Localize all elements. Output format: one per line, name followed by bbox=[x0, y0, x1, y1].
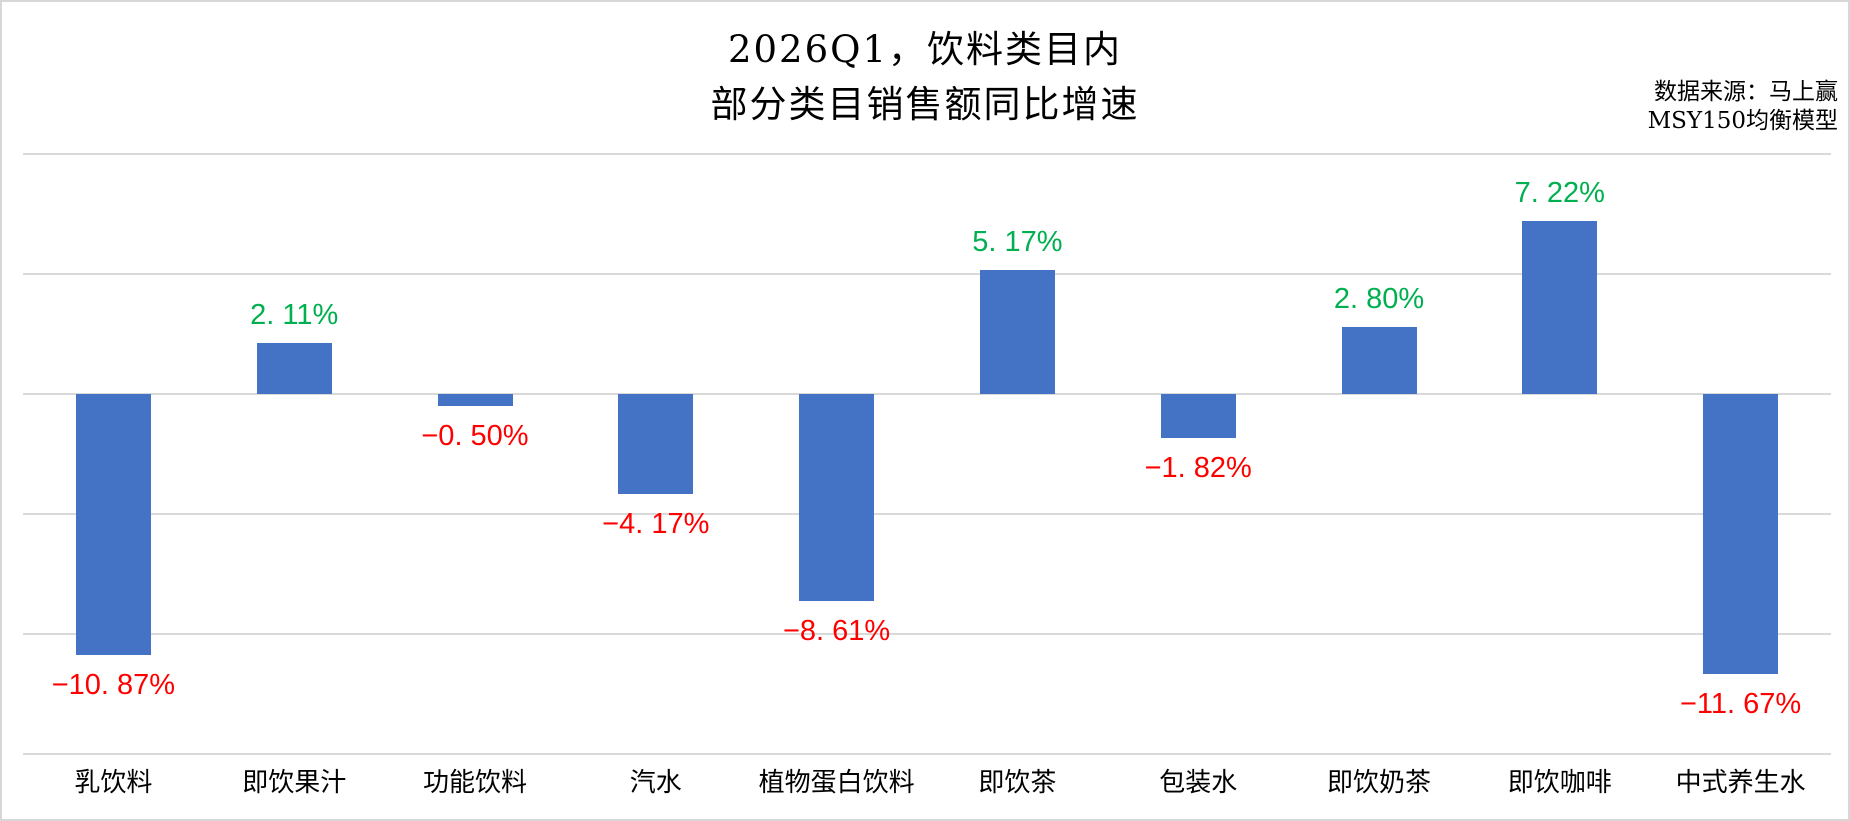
chart-title: 2026Q1，饮料类目内 部分类目销售额同比增速 bbox=[2, 22, 1848, 132]
value-label-即饮果汁: 2. 11% bbox=[250, 299, 339, 332]
category-label-植物蛋白饮料: 植物蛋白饮料 bbox=[758, 768, 915, 798]
bar-功能饮料 bbox=[437, 394, 513, 406]
bar-包装水 bbox=[1160, 394, 1236, 438]
category-label-乳饮料: 乳饮料 bbox=[74, 768, 153, 798]
category-label-功能饮料: 功能饮料 bbox=[422, 768, 527, 798]
value-label-乳饮料: −10. 87% bbox=[51, 668, 176, 701]
bar-中式养生水 bbox=[1703, 394, 1779, 675]
category-label-汽水: 汽水 bbox=[629, 768, 682, 798]
chart-title-line2: 部分类目销售额同比增速 bbox=[710, 83, 1140, 126]
category-label-即饮果汁: 即饮果汁 bbox=[242, 768, 347, 798]
value-label-包装水: −1. 82% bbox=[1144, 451, 1252, 484]
value-label-中式养生水: −11. 67% bbox=[1679, 688, 1802, 721]
data-source-line1: 数据来源：马上赢 bbox=[1654, 79, 1838, 105]
category-label-中式养生水: 中式养生水 bbox=[1675, 768, 1806, 798]
bar-乳饮料 bbox=[75, 394, 151, 655]
value-label-汽水: −4. 17% bbox=[602, 508, 710, 541]
value-label-功能饮料: −0. 50% bbox=[421, 420, 529, 452]
bar-植物蛋白饮料 bbox=[799, 394, 875, 601]
gridline-10pct bbox=[23, 153, 1831, 155]
category-label-即饮茶: 即饮茶 bbox=[978, 768, 1057, 798]
chart-title-line1: 2026Q1，饮料类目内 bbox=[727, 28, 1123, 71]
bar-即饮咖啡 bbox=[1522, 220, 1598, 394]
gridline--10pct bbox=[23, 633, 1831, 635]
bar-汽水 bbox=[618, 394, 694, 495]
bar-即饮茶 bbox=[979, 269, 1055, 394]
zero-axis-gridline bbox=[23, 393, 1831, 395]
gridline-5pct bbox=[23, 273, 1831, 275]
data-source-line2: MSY150均衡模型 bbox=[1647, 108, 1838, 134]
data-source-note: 数据来源：马上赢 MSY150均衡模型 bbox=[1648, 78, 1838, 136]
gridline--15pct bbox=[23, 753, 1831, 755]
bar-即饮果汁 bbox=[256, 343, 332, 394]
value-label-即饮奶茶: 2. 80% bbox=[1333, 282, 1425, 315]
value-label-植物蛋白饮料: −8. 61% bbox=[782, 614, 891, 647]
gridline--5pct bbox=[23, 513, 1831, 515]
value-label-即饮咖啡: 7. 22% bbox=[1514, 176, 1605, 209]
category-label-包装水: 包装水 bbox=[1159, 768, 1238, 798]
category-label-即饮咖啡: 即饮咖啡 bbox=[1507, 768, 1612, 798]
category-label-即饮奶茶: 即饮奶茶 bbox=[1326, 768, 1431, 798]
bar-即饮奶茶 bbox=[1341, 326, 1417, 394]
value-label-即饮茶: 5. 17% bbox=[972, 225, 1063, 258]
